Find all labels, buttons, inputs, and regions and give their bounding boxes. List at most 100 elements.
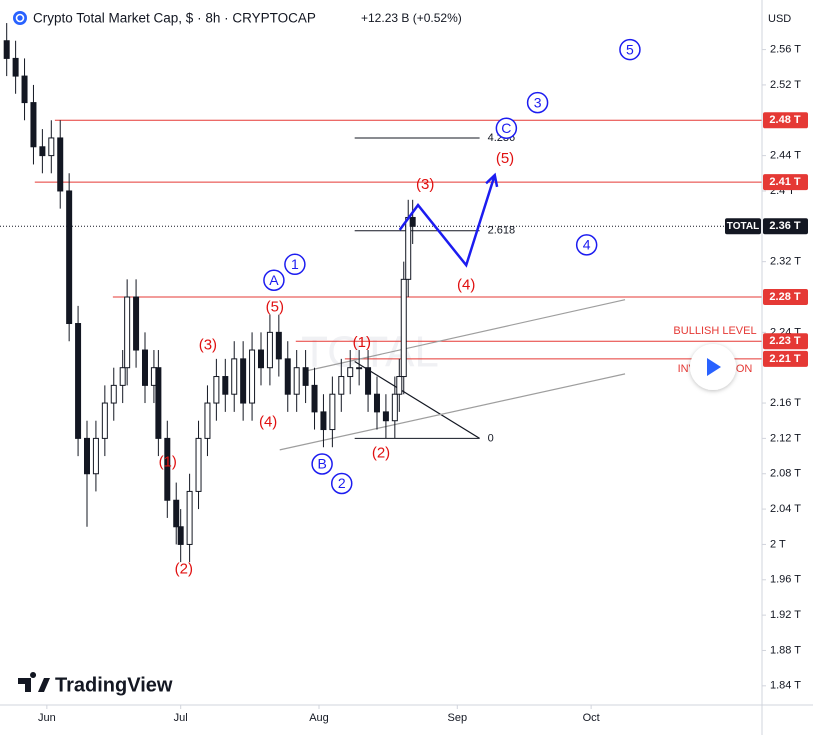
candle-body: [373, 393, 380, 413]
candle-body: [133, 296, 140, 351]
currency[interactable]: USD: [768, 13, 791, 25]
candle-body: [186, 490, 193, 545]
level-tag-label: 2.21 T: [769, 353, 800, 365]
y-tick-label: 1.92 T: [770, 609, 801, 621]
wave-label: 4: [583, 237, 591, 253]
wave-circle: [330, 472, 353, 495]
candle-body: [119, 367, 126, 386]
wave-label: (1): [159, 453, 177, 470]
candle-body: [302, 367, 309, 386]
tradingview-logo: TradingView: [18, 672, 173, 696]
last-name: TOTAL: [727, 221, 759, 232]
level-note: BULLISH LEVEL: [673, 325, 756, 337]
y-tick-label: 2.04 T: [770, 503, 801, 515]
candle-body: [155, 367, 162, 439]
candle-body: [365, 367, 372, 395]
play-button[interactable]: [690, 344, 736, 390]
candle-body: [12, 57, 19, 77]
trendline: [354, 361, 480, 439]
wave-circle: [575, 234, 598, 256]
play-icon[interactable]: [707, 358, 721, 376]
candle-body: [3, 40, 10, 59]
candle-body: [400, 278, 407, 378]
fib-label: 0: [488, 432, 494, 444]
level-tag: [763, 350, 808, 367]
trendline: [304, 299, 626, 372]
wave-label: C: [501, 120, 511, 136]
y-tick-label: 2.32 T: [770, 256, 801, 268]
wave-circle: [619, 38, 641, 61]
level-tag-label: 2.48 T: [769, 114, 800, 126]
symbol-logo: [13, 11, 27, 25]
wave-circle: [495, 117, 518, 139]
candle-body: [164, 437, 171, 501]
wave-label: (3): [199, 337, 217, 354]
wave-label: (2): [175, 560, 193, 577]
x-tick-label: Aug: [309, 712, 329, 724]
logo-text: TradingView: [55, 674, 173, 696]
level-tag: [763, 112, 808, 129]
y-tick-label: 1.88 T: [770, 644, 801, 656]
trendline: [279, 373, 626, 451]
y-tick-label: 2.44 T: [770, 150, 801, 162]
y-tick-label: 1.84 T: [770, 680, 801, 692]
candle-body: [110, 384, 117, 404]
wave-label: (4): [259, 414, 277, 431]
candle-body: [222, 376, 229, 395]
wave-circle: [263, 269, 285, 291]
last-price-tag: [763, 218, 808, 235]
candle-body: [231, 358, 238, 395]
wave-label: B: [317, 456, 326, 472]
x-tick-label: Jun: [38, 712, 56, 724]
axes: 2.56 T2.52 T2.44 T2.4 T2.32 T2.24 T2.16 …: [38, 43, 808, 724]
wave-circle: [284, 253, 306, 276]
candle-body: [195, 437, 202, 492]
x-tick-label: Oct: [583, 712, 600, 724]
candle-body: [173, 499, 180, 528]
candle-body: [409, 216, 416, 227]
y-tick-label: 2.52 T: [770, 79, 801, 91]
last-name-tag: [725, 218, 761, 235]
candle-body: [30, 102, 37, 148]
candle-body: [101, 402, 108, 439]
candle-body: [338, 376, 345, 395]
candle-body: [92, 437, 99, 475]
candle-body: [396, 376, 403, 395]
candle-body: [141, 349, 148, 386]
candle-body: [213, 376, 220, 404]
candle-body: [177, 526, 184, 545]
level-tag-label: 2.23 T: [769, 335, 800, 347]
wave-label: (1): [353, 334, 371, 351]
wave-label: 3: [534, 94, 542, 110]
candle-body: [356, 367, 363, 370]
candle-body: [284, 358, 291, 395]
last-price-label: 2.36 T: [769, 220, 800, 232]
level-tag: [763, 333, 808, 350]
candle-body: [124, 296, 131, 369]
logo-mark: [18, 672, 50, 692]
candle-body: [320, 411, 327, 431]
candle-body: [329, 393, 336, 431]
candle-body: [21, 75, 28, 104]
wave-label: 2: [338, 475, 346, 491]
level-tag-label: 2.41 T: [769, 176, 800, 188]
symbol-logo-mark: [15, 13, 25, 23]
candle-body: [275, 331, 282, 360]
candle-body: [39, 146, 46, 157]
wave-label: (5): [496, 150, 514, 167]
x-tick-label: Jul: [174, 712, 188, 724]
wave-label: (4): [457, 277, 475, 294]
level-tag: [763, 174, 808, 191]
y-tick-label: 2.16 T: [770, 397, 801, 409]
wave-label: A: [269, 272, 279, 288]
candle-body: [311, 384, 318, 413]
candle-body: [249, 349, 256, 404]
candle-body: [347, 367, 354, 378]
projection-path: [398, 174, 496, 268]
wave-label: 1: [291, 256, 299, 272]
candle-body: [266, 331, 273, 369]
symbol-title[interactable]: Crypto Total Market Cap, $ · 8h · CRYPTO…: [33, 11, 316, 26]
candle-body: [382, 411, 389, 422]
candle-body: [204, 402, 211, 439]
